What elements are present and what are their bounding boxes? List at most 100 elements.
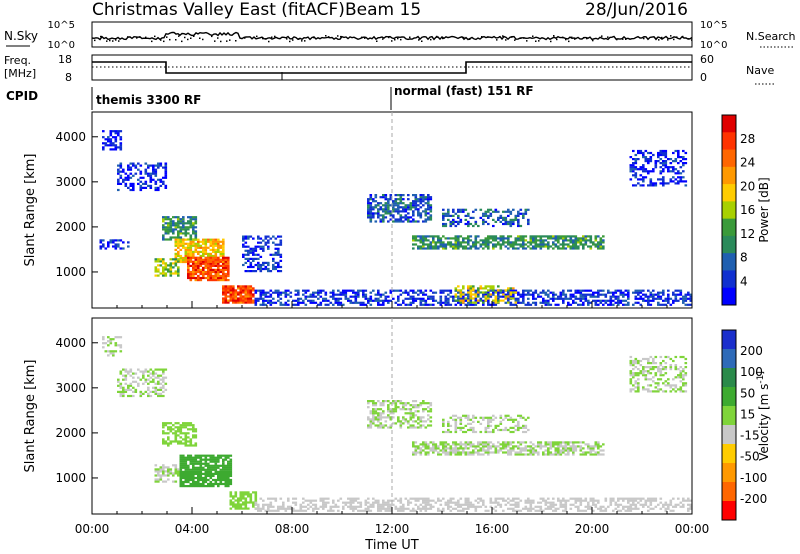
echo-cell — [502, 445, 505, 448]
echo-cell — [159, 260, 163, 263]
echo-cell — [632, 158, 635, 161]
nsearch-dot — [169, 38, 171, 41]
echo-cell — [232, 495, 235, 498]
echo-cell — [277, 243, 280, 246]
echo-cell — [227, 470, 230, 473]
echo-cell — [519, 301, 523, 304]
echo-cell — [419, 404, 423, 407]
echo-cell — [457, 291, 460, 294]
echo-cell — [209, 274, 213, 278]
echo-cell — [572, 503, 575, 506]
echo-cell — [217, 270, 220, 274]
echo-cell — [207, 266, 210, 269]
echo-cell — [482, 501, 485, 504]
echo-cell — [372, 212, 375, 215]
echo-cell — [204, 478, 208, 482]
echo-cell — [549, 443, 553, 446]
echo-cell — [574, 445, 578, 448]
echo-cell — [422, 499, 425, 502]
echo-cell — [327, 303, 330, 306]
echo-cell — [519, 449, 523, 452]
echo-cell — [487, 430, 490, 434]
echo-cell — [184, 232, 188, 235]
echo-cell — [269, 509, 273, 512]
echo-cell — [224, 485, 228, 488]
echo-cell — [224, 293, 228, 296]
echo-cell — [422, 194, 425, 197]
echo-cell — [544, 443, 548, 446]
echo-cell — [682, 180, 685, 183]
echo-cell — [509, 503, 513, 506]
echo-cell — [604, 507, 608, 510]
echo-cell — [469, 297, 473, 300]
echo-cell — [492, 289, 495, 292]
echo-cell — [332, 295, 335, 298]
echo-cell — [482, 447, 485, 450]
echo-cell — [144, 172, 148, 175]
echo-cell — [154, 372, 158, 375]
echo-cell — [209, 260, 213, 263]
echo-cell — [559, 443, 563, 446]
echo-cell — [429, 196, 433, 199]
echo-cell — [467, 507, 470, 510]
echo-cell — [192, 434, 195, 437]
echo-cell — [117, 170, 120, 173]
echo-cell — [392, 503, 395, 506]
echo-cell — [647, 390, 650, 393]
echo-cell — [242, 255, 245, 258]
echo-cell — [162, 260, 165, 263]
echo-cell — [622, 499, 625, 502]
echo-cell — [419, 299, 423, 302]
echo-cell — [314, 507, 318, 510]
echo-cell — [562, 237, 565, 240]
echo-cell — [172, 472, 175, 475]
nsearch-dot — [292, 39, 294, 41]
echo-cell — [517, 247, 520, 250]
echo-cell — [139, 184, 143, 187]
echo-cell — [682, 368, 685, 371]
echo-cell — [337, 505, 340, 508]
echo-cell — [502, 497, 505, 500]
echo-cell — [459, 303, 463, 306]
echo-cell — [502, 441, 505, 444]
echo-cell — [154, 188, 158, 192]
echo-cell — [114, 344, 118, 347]
echo-cell — [467, 414, 470, 417]
echo-cell — [507, 507, 510, 510]
echo-cell — [212, 238, 215, 241]
echo-cell — [159, 474, 163, 477]
echo-cell — [369, 299, 373, 302]
echo-cell — [534, 243, 538, 246]
echo-cell — [394, 218, 398, 221]
echo-cell — [659, 178, 663, 181]
echo-cell — [179, 428, 183, 431]
echo-cell — [664, 380, 668, 383]
echo-cell — [627, 501, 630, 504]
echo-cell — [509, 218, 513, 221]
echo-cell — [227, 274, 230, 278]
nsearch-dot — [145, 36, 147, 39]
echo-cell — [164, 186, 168, 189]
echo-cell — [632, 388, 635, 391]
echo-cell — [589, 293, 593, 296]
echo-cell — [182, 476, 185, 480]
echo-cell — [119, 390, 123, 393]
echo-cell — [624, 289, 628, 292]
echo-cell — [652, 299, 655, 302]
echo-cell — [469, 247, 473, 250]
echo-cell — [494, 447, 498, 450]
echo-cell — [344, 293, 348, 296]
echo-cell — [149, 368, 153, 371]
echo-cell — [457, 210, 460, 213]
echo-cell — [449, 214, 453, 217]
echo-cell — [262, 263, 265, 267]
echo-cell — [662, 164, 665, 167]
echo-cell — [227, 478, 230, 482]
echo-cell — [319, 303, 323, 306]
echo-cell — [122, 180, 125, 183]
echo-cell — [122, 168, 125, 171]
echo-cell — [529, 235, 533, 238]
echo-cell — [522, 293, 525, 296]
echo-cell — [277, 270, 280, 273]
echo-cell — [449, 237, 453, 240]
